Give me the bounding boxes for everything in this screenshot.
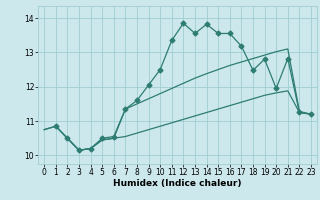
X-axis label: Humidex (Indice chaleur): Humidex (Indice chaleur) [113, 179, 242, 188]
